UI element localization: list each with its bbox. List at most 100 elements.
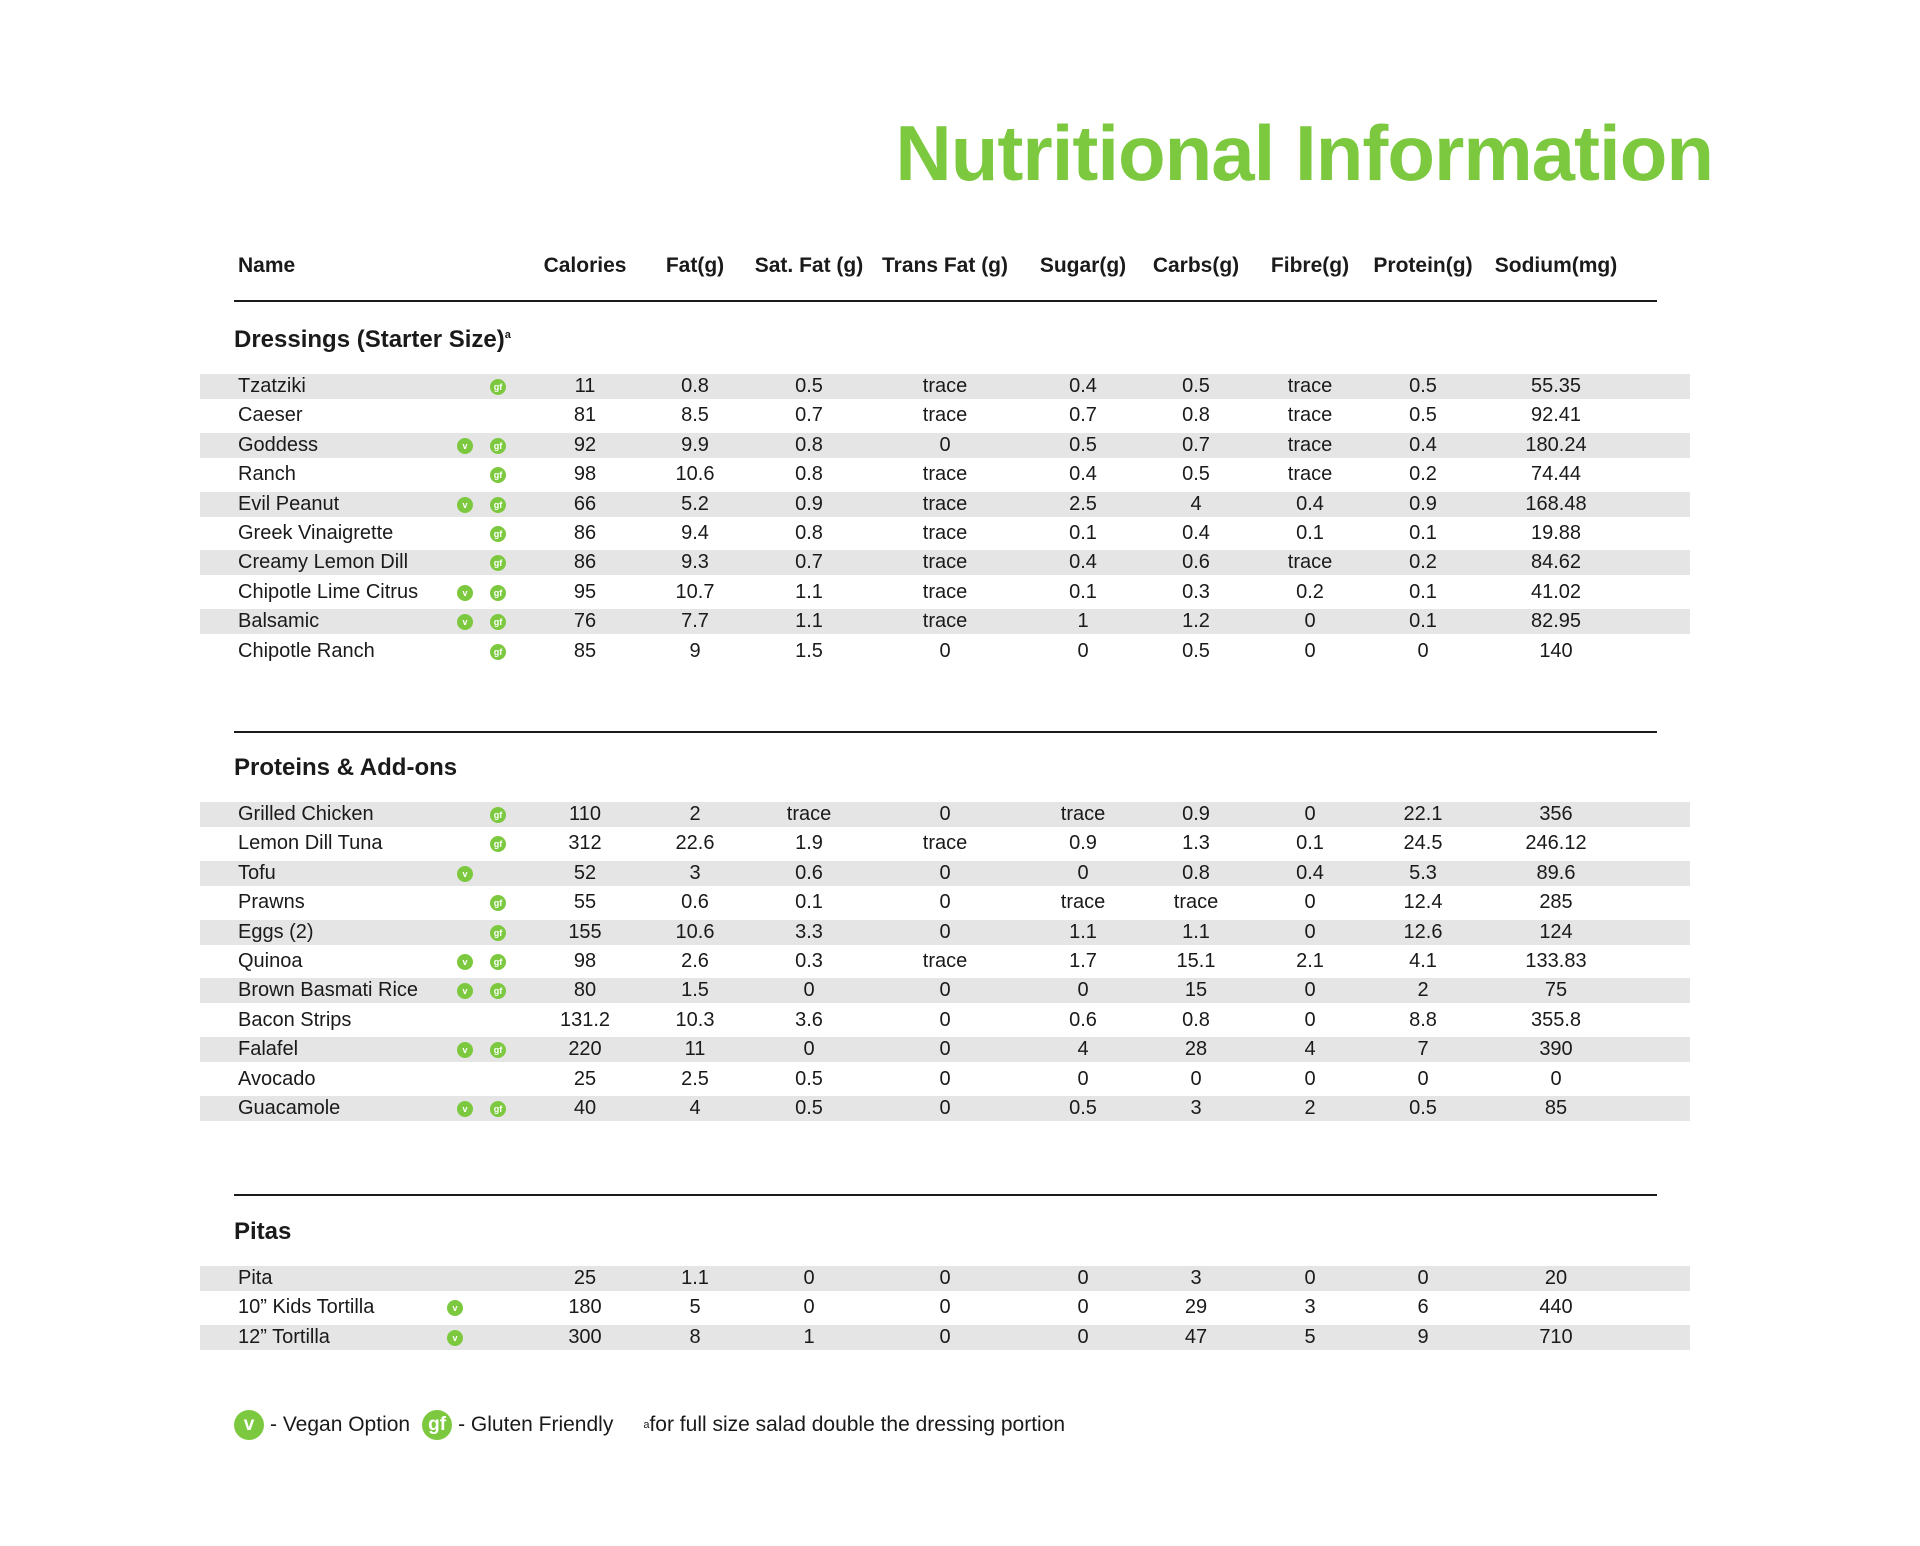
cell-value: 0.8 xyxy=(1182,404,1210,427)
gluten-friendly-badge-icon: gf xyxy=(490,1100,506,1117)
section-title-text: Dressings (Starter Size) xyxy=(234,326,505,353)
cell-value: trace xyxy=(922,949,968,972)
item-name: Prawns xyxy=(238,891,305,914)
cell-value: 0.4 xyxy=(1296,492,1324,515)
cell-value: 1.1 xyxy=(795,580,823,603)
gluten-friendly-badge-icon: gf xyxy=(490,953,506,970)
column-header: Sugar(g) xyxy=(1039,254,1127,277)
gluten-friendly-badge-icon: gf xyxy=(490,1042,506,1059)
table-row: Brown Basmati Rice v gf 80 1.5 0 0 0 15 0 2 75 xyxy=(0,976,1920,1005)
item-name: Guacamole xyxy=(238,1096,341,1119)
cell-value: 0 xyxy=(1550,1067,1562,1090)
gluten-friendly-badge-icon: gf xyxy=(422,1410,453,1440)
cell-value: 0 xyxy=(1304,610,1316,633)
cell-value: 3 xyxy=(689,861,701,884)
vegan-badge-icon: v xyxy=(457,1042,473,1059)
cell-value: 4.1 xyxy=(1409,949,1437,972)
cell-value: 3 xyxy=(1190,1096,1202,1119)
cell-value: 28 xyxy=(1184,1038,1208,1061)
cell-value: 2 xyxy=(1417,979,1429,1002)
cell-value: 9 xyxy=(1417,1325,1429,1348)
cell-value: 25 xyxy=(573,1067,597,1090)
cell-value: 133.83 xyxy=(1525,949,1587,972)
cell-value: 9.4 xyxy=(681,521,709,544)
cell-value: 0.1 xyxy=(1069,521,1097,544)
cell-value: 3 xyxy=(1190,1267,1202,1289)
cell-value: 710 xyxy=(1539,1325,1573,1348)
cell-value: 0 xyxy=(1304,1267,1316,1289)
item-name: Goddess xyxy=(238,433,319,456)
column-header: Sodium(mg) xyxy=(1494,254,1618,277)
cell-value: trace xyxy=(922,551,968,574)
cell-value: 1.7 xyxy=(1069,949,1097,972)
gluten-friendly-badge-icon: gf xyxy=(490,836,506,853)
gluten-friendly-badge-icon: gf xyxy=(490,555,506,572)
table-row: Goddess v gf 92 9.9 0.8 0 0.5 0.7 trace 0.4 180.24 xyxy=(0,431,1920,460)
gluten-friendly-badge-icon: gf xyxy=(490,467,506,484)
cell-value: 0 xyxy=(939,1267,951,1289)
cell-value: 10.6 xyxy=(675,920,715,943)
cell-value: 0.5 xyxy=(795,1096,823,1119)
item-name: Bacon Strips xyxy=(238,1008,352,1031)
cell-value: 312 xyxy=(568,832,602,855)
cell-value: 0 xyxy=(939,861,951,884)
item-name: Greek Vinaigrette xyxy=(238,521,394,544)
cell-value: 0.3 xyxy=(795,949,823,972)
section-divider xyxy=(234,1194,1657,1196)
cell-value: 180.24 xyxy=(1525,433,1587,456)
item-name: Pita xyxy=(238,1267,273,1289)
cell-value: 3.3 xyxy=(795,920,823,943)
cell-value: 12.4 xyxy=(1403,891,1443,914)
cell-value: 0.2 xyxy=(1409,463,1437,486)
cell-value: 22.6 xyxy=(675,832,715,855)
cell-value: 0.7 xyxy=(1069,404,1097,427)
cell-value: 8.8 xyxy=(1409,1008,1437,1031)
item-name: Caeser xyxy=(238,404,303,427)
cell-value: 3.6 xyxy=(795,1008,823,1031)
cell-value: 92 xyxy=(573,433,597,456)
cell-value: 10.6 xyxy=(675,463,715,486)
vegan-badge-icon: v xyxy=(234,1410,264,1440)
cell-value: trace xyxy=(1287,375,1333,397)
cell-value: 0.9 xyxy=(1069,832,1097,855)
cell-value: 0 xyxy=(1417,1067,1429,1090)
cell-value: 9 xyxy=(689,639,701,662)
table-row: Balsamic v gf 76 7.7 1.1 trace 1 1.2 0 0.1 82.95 xyxy=(0,607,1920,636)
cell-value: 0 xyxy=(939,891,951,914)
cell-value: 0 xyxy=(1304,803,1316,825)
cell-value: 1 xyxy=(1077,610,1089,633)
vegan-badge-icon: v xyxy=(457,953,473,970)
cell-value: trace xyxy=(922,404,968,427)
gluten-friendly-badge-icon: gf xyxy=(490,437,506,454)
cell-value: 74.44 xyxy=(1530,463,1582,486)
cell-value: 0.8 xyxy=(1182,861,1210,884)
cell-value: 1.1 xyxy=(1182,920,1210,943)
cell-value: 2 xyxy=(1304,1096,1316,1119)
cell-value: 355.8 xyxy=(1530,1008,1582,1031)
cell-value: 1.1 xyxy=(795,610,823,633)
table-row: Tofu v 52 3 0.6 0 0 0.8 0.4 5.3 89.6 xyxy=(0,859,1920,888)
cell-value: 0.6 xyxy=(681,891,709,914)
cell-value: 82.95 xyxy=(1530,610,1582,633)
footnote-mark: a xyxy=(643,1419,650,1431)
item-name: Lemon Dill Tuna xyxy=(238,832,383,855)
cell-value: 220 xyxy=(568,1038,602,1061)
cell-value: 0.4 xyxy=(1182,521,1210,544)
cell-value: 0.5 xyxy=(1409,1096,1437,1119)
cell-value: 0 xyxy=(939,1038,951,1061)
gluten-friendly-badge-icon: gf xyxy=(490,643,506,660)
gluten-friendly-badge-icon: gf xyxy=(490,924,506,941)
cell-value: 0 xyxy=(1077,861,1089,884)
cell-value: 8.5 xyxy=(681,404,709,427)
cell-value: 246.12 xyxy=(1525,832,1587,855)
cell-value: 11 xyxy=(574,375,596,397)
column-header: Protein(g) xyxy=(1373,254,1473,277)
cell-value: 2 xyxy=(689,803,701,825)
cell-value: trace xyxy=(922,521,968,544)
cell-value: 5 xyxy=(689,1296,701,1319)
cell-value: 180 xyxy=(568,1296,602,1319)
cell-value: 0 xyxy=(1304,891,1316,914)
cell-value: 0.8 xyxy=(795,433,823,456)
item-name: Eggs (2) xyxy=(238,920,314,943)
cell-value: 131.2 xyxy=(559,1008,611,1031)
